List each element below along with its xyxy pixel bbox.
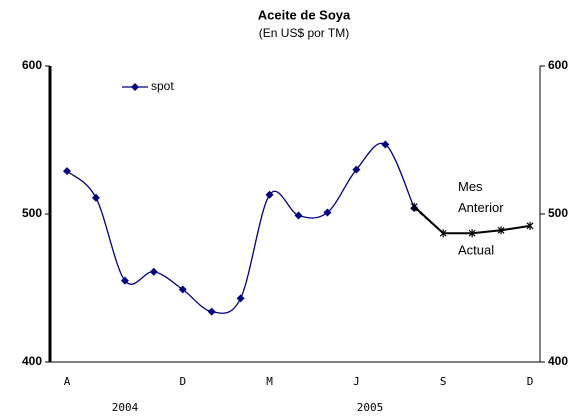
x-tick-label: D: [527, 375, 534, 388]
series-label: Mes Anterior: [458, 179, 504, 215]
series-label: Actual: [458, 242, 494, 257]
y2-tick-label: 500: [548, 206, 568, 220]
point: [323, 208, 332, 217]
x-tick-label: A: [64, 375, 71, 388]
point: [410, 202, 418, 211]
point: [149, 267, 158, 276]
point: [468, 229, 476, 238]
point: [526, 221, 534, 230]
point: [439, 229, 447, 238]
x-tick-label: S: [440, 375, 447, 388]
y-tick-label: 400: [22, 354, 42, 368]
year-label: 2005: [357, 401, 384, 414]
x-tick-label: J: [353, 375, 360, 388]
chart-title: Aceite de Soya: [258, 7, 351, 22]
point: [265, 190, 274, 199]
point: [352, 165, 361, 174]
y2-tick-label: 600: [548, 58, 568, 72]
point: [91, 193, 100, 202]
x-tick-label: M: [266, 375, 273, 388]
point: [497, 226, 505, 235]
point: [178, 285, 187, 294]
chart-subtitle: (En US$ por TM): [259, 26, 349, 40]
point: [63, 167, 71, 176]
year-label: 2004: [112, 401, 139, 414]
legend-marker: [131, 83, 139, 91]
y-tick-label: 500: [22, 206, 42, 220]
x-tick-label: D: [179, 375, 186, 388]
point: [236, 294, 245, 303]
y2-tick-label: 400: [548, 354, 568, 368]
point: [294, 211, 303, 220]
series-line: [66, 142, 415, 314]
legend-label: spot: [151, 79, 174, 93]
point: [207, 307, 216, 316]
point: [120, 276, 129, 285]
point: [381, 140, 390, 149]
y-tick-label: 600: [22, 58, 42, 72]
